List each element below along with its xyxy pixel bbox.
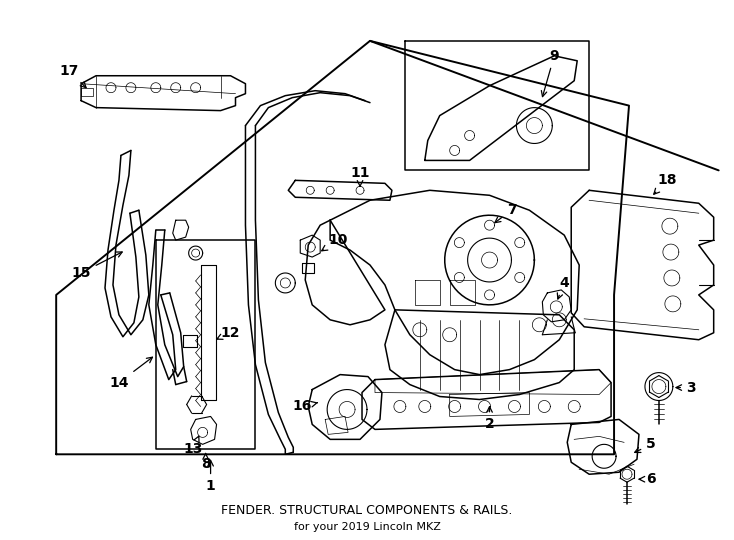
Text: 11: 11 [350,166,370,186]
Text: 6: 6 [639,472,655,486]
Text: 18: 18 [654,173,677,194]
Text: FENDER. STRUCTURAL COMPONENTS & RAILS.: FENDER. STRUCTURAL COMPONENTS & RAILS. [222,504,512,517]
Text: 7: 7 [495,203,516,222]
Text: 2: 2 [484,407,495,431]
Text: 9: 9 [542,49,559,97]
Text: 16: 16 [293,400,318,414]
Text: 5: 5 [635,437,655,453]
Text: 3: 3 [676,381,696,395]
Text: 4: 4 [557,276,569,299]
Text: 1: 1 [206,461,216,493]
Text: for your 2019 Lincoln MKZ: for your 2019 Lincoln MKZ [294,522,440,531]
Text: 17: 17 [59,64,86,87]
Text: 10: 10 [321,233,348,251]
Text: 8: 8 [200,454,211,471]
Text: 13: 13 [183,436,203,456]
Text: 14: 14 [109,357,153,389]
Text: 12: 12 [217,326,240,340]
Text: 15: 15 [71,252,122,280]
